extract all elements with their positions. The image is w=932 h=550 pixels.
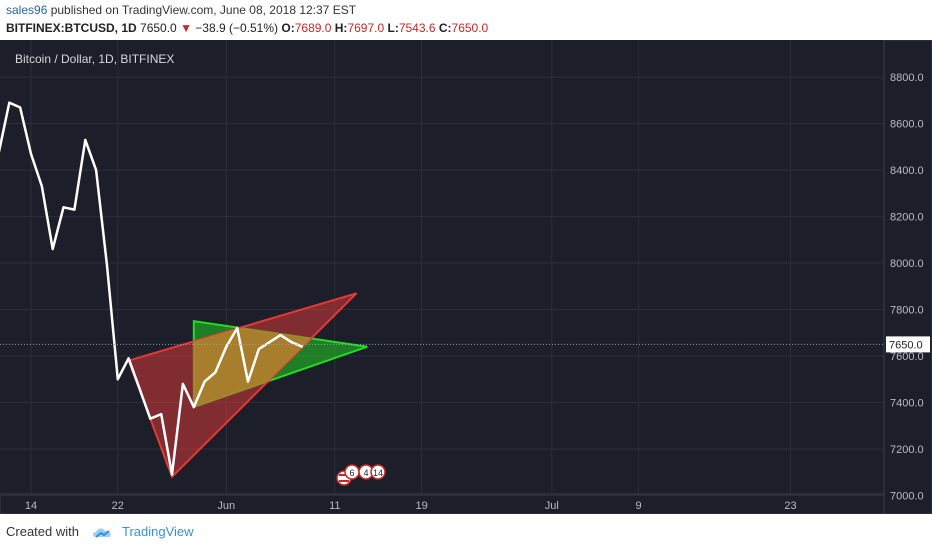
- open-value: 7689.0: [294, 21, 332, 35]
- price-point: [203, 380, 206, 383]
- price-point: [247, 380, 249, 383]
- x-tick-label: 14: [25, 500, 37, 512]
- price-point: [236, 327, 238, 329]
- y-tick-label: 7800.0: [890, 305, 924, 317]
- y-tick-label: 8400.0: [890, 165, 924, 177]
- us-flag-stripe: [339, 474, 349, 476]
- price-point: [268, 341, 271, 343]
- y-tick-label: 8200.0: [890, 212, 924, 224]
- x-tick-label: 9: [636, 500, 642, 512]
- open-label: O:: [281, 21, 295, 35]
- price-point: [30, 153, 32, 155]
- footer: Created with TradingView: [6, 524, 194, 541]
- us-flag-stripe: [339, 480, 349, 482]
- price-label-box: [886, 336, 930, 353]
- plot-background: [0, 40, 932, 514]
- event-count: 6: [349, 468, 354, 478]
- price-point: [127, 357, 130, 360]
- high-label: H:: [334, 21, 348, 35]
- close-value: 7650.0: [451, 21, 489, 35]
- time-axis-area: [0, 493, 885, 514]
- price-point: [62, 206, 65, 209]
- y-tick-label: 8000.0: [890, 258, 924, 270]
- price-point: [225, 345, 228, 348]
- price-point: [258, 348, 260, 350]
- close-label: C:: [438, 21, 452, 35]
- price-point: [149, 417, 152, 420]
- x-tick-label: 11: [329, 500, 340, 512]
- symbol: BITFINEX:BTCUSD, 1D: [6, 21, 137, 35]
- event-count: 14: [373, 468, 383, 478]
- y-tick-label: 7600.0: [890, 351, 924, 363]
- ticker-bar: BITFINEX:BTCUSD, 1D 7650.0 ▼ −38.9 (−0.5…: [6, 21, 488, 35]
- price-point: [171, 473, 173, 476]
- price-point: [41, 185, 43, 188]
- x-tick-label: 22: [112, 500, 124, 512]
- created-with-text: Created with: [6, 524, 79, 539]
- price-change: −38.9 (−0.51%): [195, 21, 279, 35]
- price-point: [182, 383, 184, 385]
- price-axis-area: [883, 40, 932, 514]
- last-price: 7650.0: [140, 21, 177, 35]
- price-point: [19, 106, 21, 109]
- tradingview-link[interactable]: TradingView: [122, 524, 194, 539]
- tradingview-logo-icon: [92, 528, 111, 538]
- price-point: [279, 334, 282, 336]
- price-point: [138, 387, 141, 390]
- price-point: [117, 378, 119, 381]
- x-tick-label: 23: [784, 500, 796, 512]
- low-value: 7543.6: [398, 21, 436, 35]
- price-point: [214, 371, 217, 374]
- price-point: [95, 169, 97, 171]
- price-point: [84, 139, 87, 141]
- price-point: [160, 413, 162, 415]
- chart-title: Bitcoin / Dollar, 1D, BITFINEX: [15, 52, 174, 66]
- price-point: [106, 264, 108, 267]
- chart-panel[interactable]: 8800.0 8600.0 8400.0 8200.0 8000.0 7800.0 7600…: [0, 40, 932, 514]
- x-tick-label: 19: [415, 500, 427, 512]
- y-tick-label: 8600.0: [890, 119, 924, 131]
- high-value: 7697.0: [347, 21, 385, 35]
- x-tick-label: Jun: [217, 500, 235, 512]
- y-tick-label: 7400.0: [890, 397, 924, 409]
- event-badge: [370, 464, 386, 480]
- price-point: [73, 208, 76, 211]
- down-arrow-icon: ▼: [180, 21, 192, 35]
- price-point: [193, 406, 195, 408]
- price-point: [301, 345, 304, 348]
- x-tick-label: Jul: [545, 500, 559, 512]
- price-chart[interactable]: 8800.0 8600.0 8400.0 8200.0 8000.0 7800.0 7600…: [0, 40, 932, 514]
- y-tick-label: 7200.0: [890, 444, 924, 456]
- publish-info: sales96 published on TradingView.com, Ju…: [6, 3, 356, 17]
- price-point: [290, 341, 293, 343]
- publish-text: published on TradingView.com, June 08, 2…: [47, 3, 357, 17]
- price-point: [8, 101, 11, 104]
- price-label: 7650.0: [889, 339, 923, 351]
- y-tick-label: 7000.0: [890, 490, 924, 502]
- y-tick-label: 8800.0: [890, 72, 924, 84]
- low-label: L:: [387, 21, 399, 35]
- event-count: 4: [363, 468, 368, 478]
- price-point: [51, 248, 54, 250]
- author-link[interactable]: sales96: [6, 3, 48, 17]
